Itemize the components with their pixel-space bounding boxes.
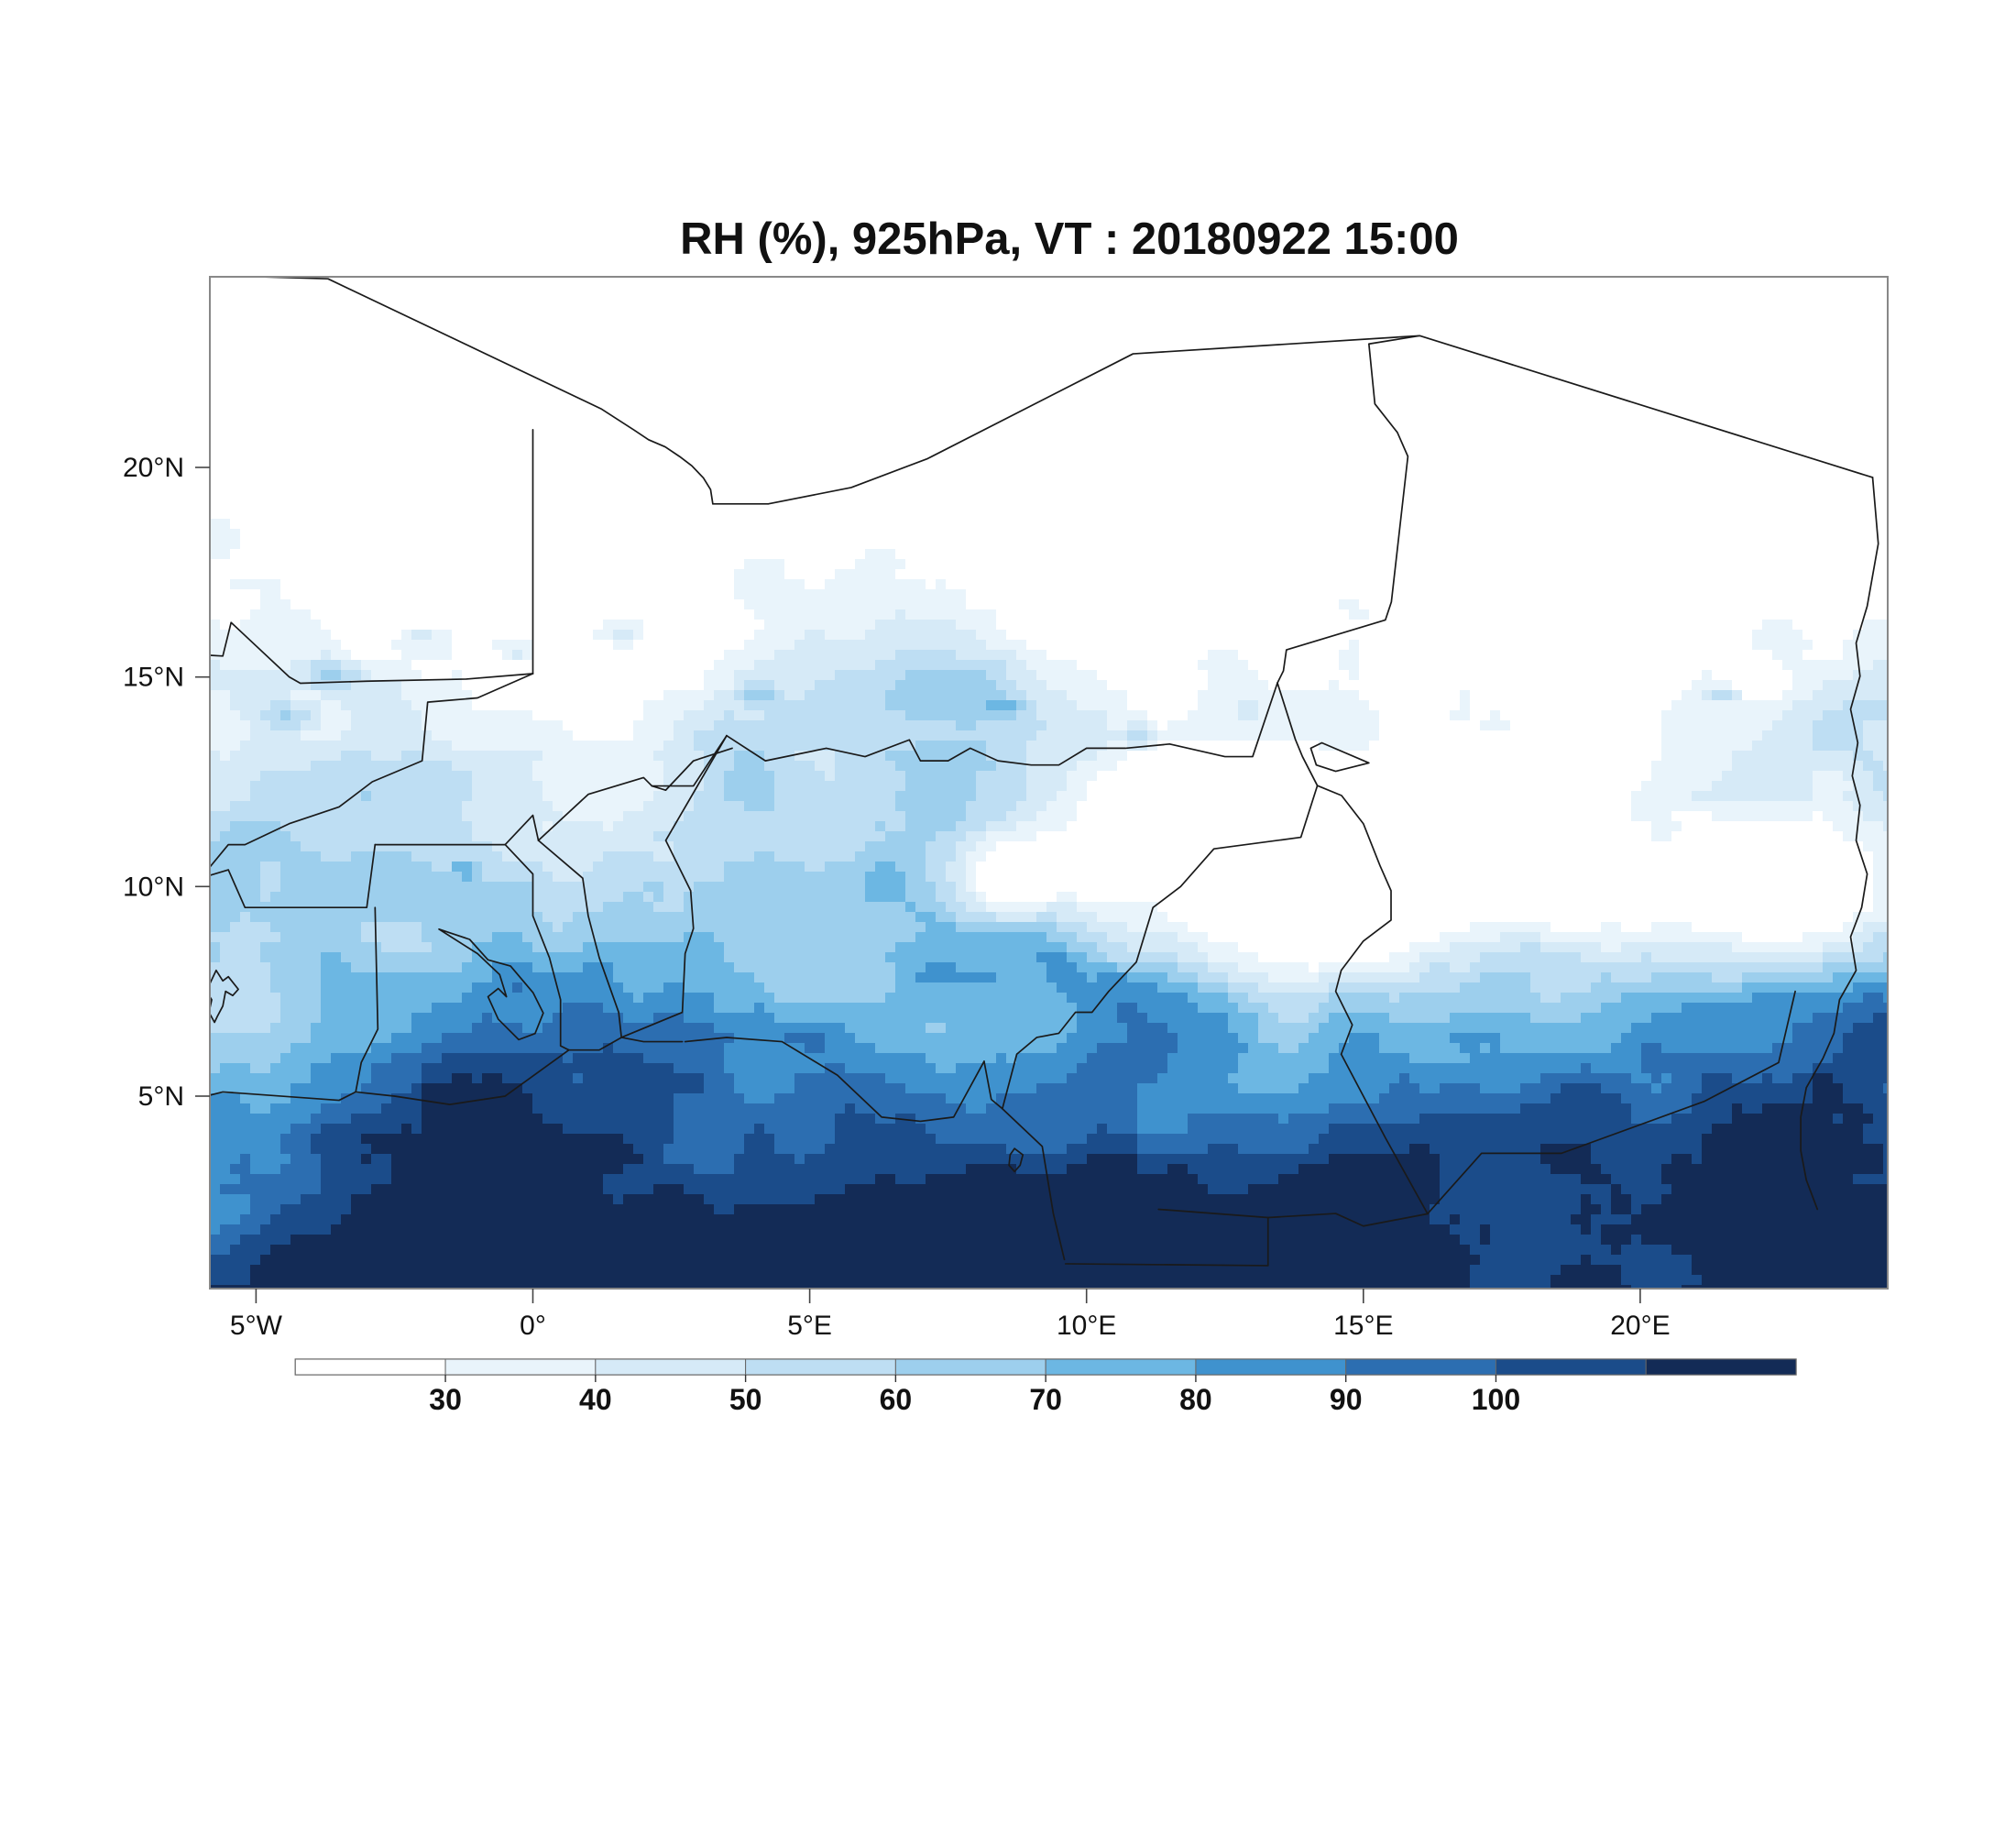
svg-text:0°: 0° [520, 1311, 546, 1341]
svg-text:70: 70 [1029, 1383, 1062, 1416]
svg-text:5°E: 5°E [787, 1311, 832, 1341]
svg-text:20°E: 20°E [1610, 1311, 1670, 1341]
svg-text:20°N: 20°N [123, 453, 184, 483]
svg-text:5°N: 5°N [138, 1081, 184, 1112]
svg-text:80: 80 [1179, 1383, 1212, 1416]
svg-text:30: 30 [429, 1383, 462, 1416]
svg-text:100: 100 [1472, 1383, 1520, 1416]
svg-text:10°E: 10°E [1057, 1311, 1116, 1341]
svg-text:15°N: 15°N [123, 663, 184, 693]
svg-text:15°E: 15°E [1333, 1311, 1393, 1341]
svg-text:40: 40 [579, 1383, 612, 1416]
svg-text:5°W: 5°W [230, 1311, 283, 1341]
svg-text:50: 50 [729, 1383, 762, 1416]
svg-text:10°N: 10°N [123, 872, 184, 902]
svg-text:RH (%), 925hPa, VT : 20180922: RH (%), 925hPa, VT : 20180922 15:00 [680, 214, 1459, 264]
svg-text:90: 90 [1330, 1383, 1363, 1416]
svg-text:60: 60 [880, 1383, 913, 1416]
